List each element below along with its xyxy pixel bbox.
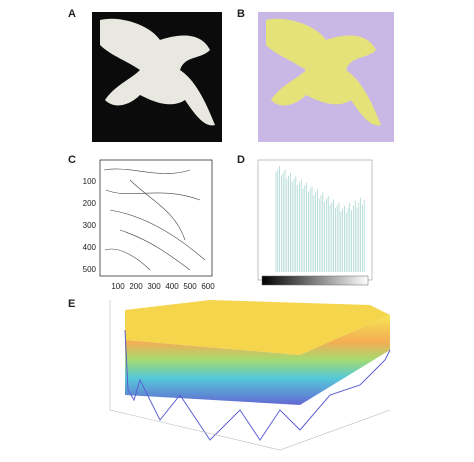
panel-d-frame	[257, 159, 373, 281]
x-tick-label: 400	[165, 282, 179, 291]
panel-d-colorbar	[261, 275, 369, 286]
x-tick-label: 300	[147, 282, 161, 291]
y-tick-label: 400	[83, 243, 97, 252]
panel-label: B	[237, 8, 245, 20]
panel-a-blobs	[100, 18, 215, 126]
panel-e-surface	[109, 300, 391, 451]
panel-c-frame	[99, 159, 213, 277]
panel-b-blobs	[266, 18, 381, 126]
y-tick-label: 300	[83, 221, 97, 230]
panel-label: E	[68, 298, 75, 310]
x-tick-label: 200	[129, 282, 143, 291]
y-tick-label: 100	[83, 177, 97, 186]
y-tick-label: 500	[83, 265, 97, 274]
x-tick-label: 600	[201, 282, 215, 291]
panel-label: D	[237, 154, 245, 166]
x-tick-label: 100	[111, 282, 125, 291]
panel-c-edges	[103, 168, 206, 271]
panel-label: A	[68, 8, 76, 20]
y-tick-label: 200	[83, 199, 97, 208]
panel-label: C	[68, 154, 76, 166]
x-tick-label: 500	[183, 282, 197, 291]
